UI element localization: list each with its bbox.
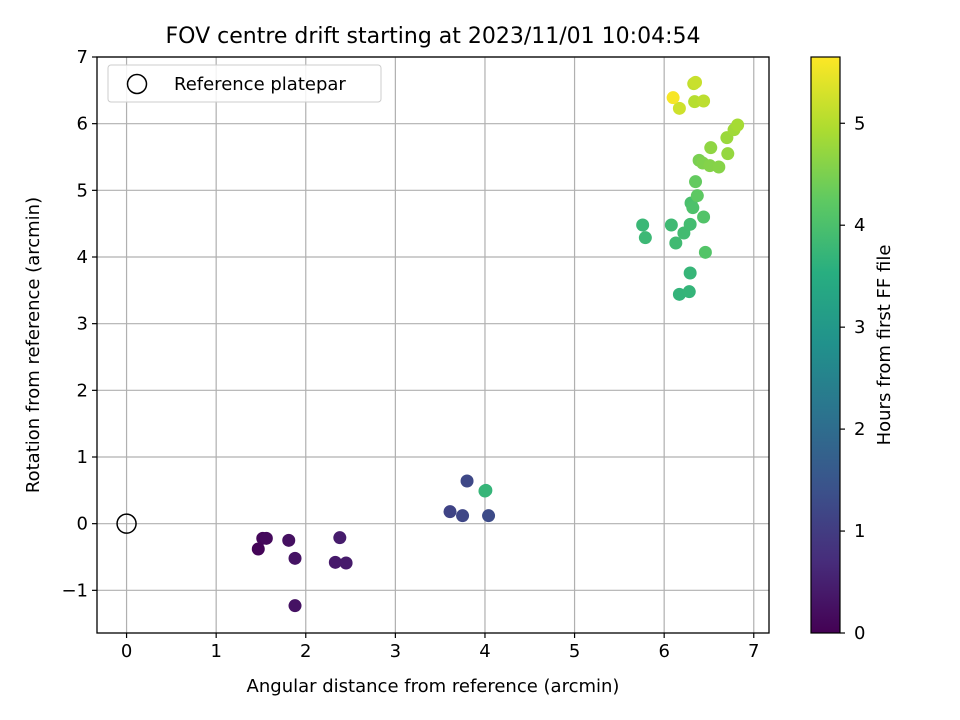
x-tick-label: 1 <box>210 641 221 662</box>
data-point <box>683 266 697 280</box>
data-point <box>690 189 704 203</box>
x-axis-ticks: 0 1 2 3 4 5 6 7 <box>121 633 759 662</box>
y-tick-label: 0 <box>77 514 88 535</box>
reference-marker <box>116 513 137 534</box>
data-point <box>666 91 680 105</box>
data-point <box>282 533 296 547</box>
colorbar-tick-label: 3 <box>854 317 865 338</box>
y-tick-label: 5 <box>77 180 88 201</box>
reference-platepar-marker <box>116 513 137 534</box>
x-tick-label: 2 <box>300 641 311 662</box>
data-point <box>460 474 474 488</box>
chart-title: FOV centre drift starting at 2023/11/01 … <box>166 24 701 49</box>
data-point <box>689 175 703 189</box>
y-tick-label: 2 <box>77 380 88 401</box>
data-point <box>697 210 711 224</box>
colorbar-ticks: 0 1 2 3 4 5 <box>840 113 865 644</box>
legend-box <box>107 64 382 103</box>
x-tick-label: 7 <box>748 641 759 662</box>
data-point <box>288 599 302 613</box>
grid <box>97 56 769 633</box>
x-tick-label: 0 <box>121 641 132 662</box>
legend: Reference platepar <box>107 64 382 103</box>
colorbar-tick-label: 1 <box>854 521 865 542</box>
data-point <box>689 75 703 89</box>
y-tick-label: 7 <box>77 47 88 68</box>
y-tick-label: 6 <box>77 114 88 135</box>
data-point <box>288 551 302 565</box>
x-tick-label: 5 <box>569 641 580 662</box>
y-tick-label: 1 <box>77 447 88 468</box>
data-point <box>259 531 273 545</box>
data-point <box>339 556 353 570</box>
data-point <box>328 555 342 569</box>
data-point <box>721 147 735 161</box>
x-axis-label: Angular distance from reference (arcmin) <box>247 676 620 697</box>
data-point <box>731 118 745 132</box>
data-point <box>704 141 718 155</box>
legend-marker <box>126 73 148 95</box>
data-point <box>478 484 492 498</box>
data-points <box>251 75 745 613</box>
colorbar-tick-label: 2 <box>854 419 865 440</box>
data-point <box>456 509 470 523</box>
y-tick-label: 4 <box>77 247 88 268</box>
data-point <box>682 285 696 299</box>
y-tick-label: 3 <box>77 314 88 335</box>
plot-frame <box>96 56 770 634</box>
colorbar-gradient <box>810 56 841 634</box>
data-point <box>638 231 652 245</box>
colorbar: 0 1 2 3 4 5 Hours from first FF file <box>810 56 895 644</box>
data-point <box>443 505 457 519</box>
data-point <box>686 201 700 215</box>
data-point <box>672 287 686 301</box>
colorbar-tick-label: 0 <box>854 623 865 644</box>
x-tick-label: 6 <box>658 641 669 662</box>
data-point <box>672 101 686 115</box>
colorbar-tick-label: 4 <box>854 215 865 236</box>
y-axis-ticks: −1 0 1 2 3 4 5 6 7 <box>61 47 97 601</box>
data-point <box>333 531 347 545</box>
data-point <box>683 217 697 231</box>
colorbar-label: Hours from first FF file <box>874 245 895 446</box>
x-tick-label: 3 <box>390 641 401 662</box>
colorbar-tick-label: 5 <box>854 113 865 134</box>
x-tick-label: 4 <box>479 641 490 662</box>
data-point <box>697 94 711 108</box>
data-point <box>482 509 496 523</box>
legend-label: Reference platepar <box>174 74 346 95</box>
y-tick-label: −1 <box>61 580 88 601</box>
data-point <box>669 236 683 250</box>
data-point <box>712 160 726 174</box>
data-point <box>664 218 678 232</box>
data-point <box>636 218 650 232</box>
data-point <box>698 245 712 259</box>
data-point <box>251 542 265 556</box>
y-axis-label: Rotation from reference (arcmin) <box>23 197 44 493</box>
